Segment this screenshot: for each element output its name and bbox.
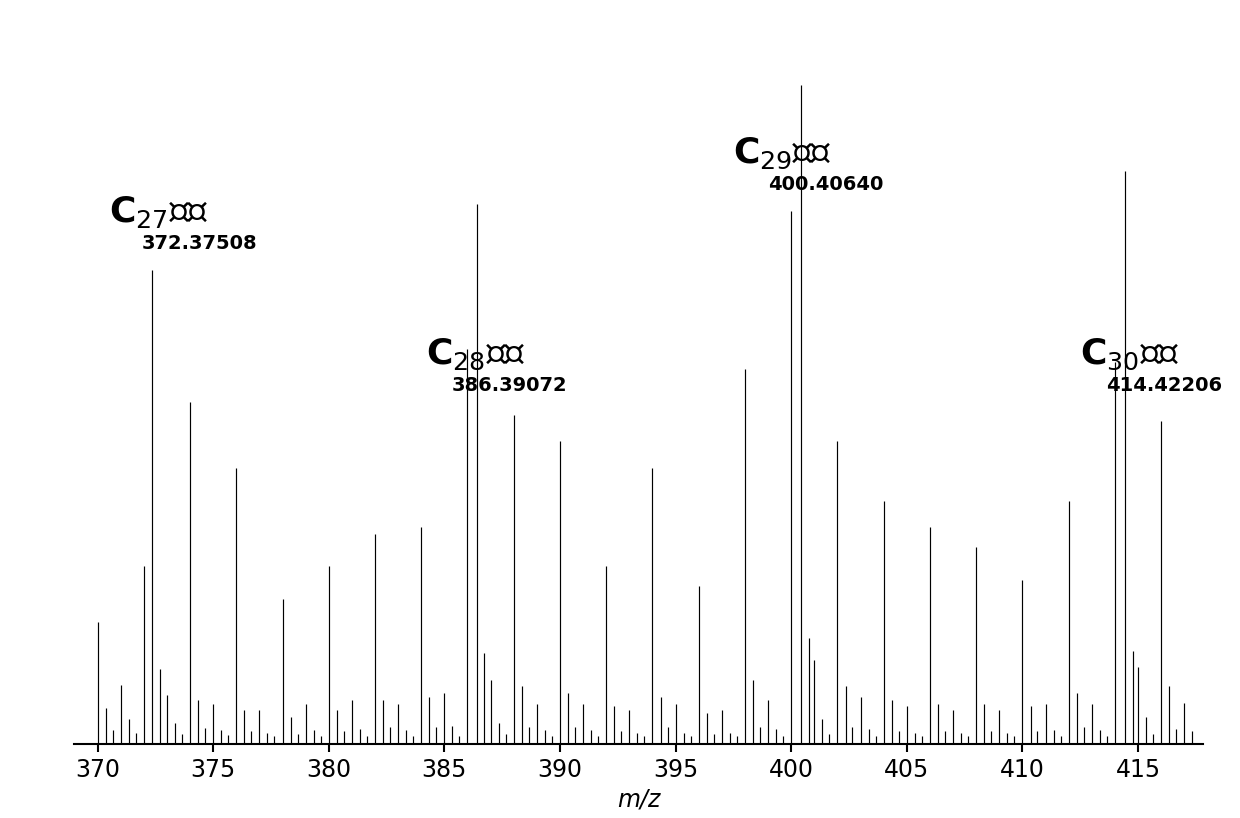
Text: 372.37508: 372.37508 [141, 235, 257, 254]
Text: 400.40640: 400.40640 [768, 175, 883, 194]
Text: C$_{28}$甾烷: C$_{28}$甾烷 [425, 337, 525, 372]
X-axis label: m/z: m/z [618, 787, 660, 811]
Text: C$_{29}$甾烷: C$_{29}$甾烷 [733, 136, 832, 171]
Text: 386.39072: 386.39072 [451, 376, 567, 395]
Text: C$_{27}$甾烷: C$_{27}$甾烷 [109, 195, 208, 231]
Text: 414.42206: 414.42206 [1106, 376, 1221, 395]
Text: C$_{30}$甾烷: C$_{30}$甾烷 [1080, 337, 1179, 372]
